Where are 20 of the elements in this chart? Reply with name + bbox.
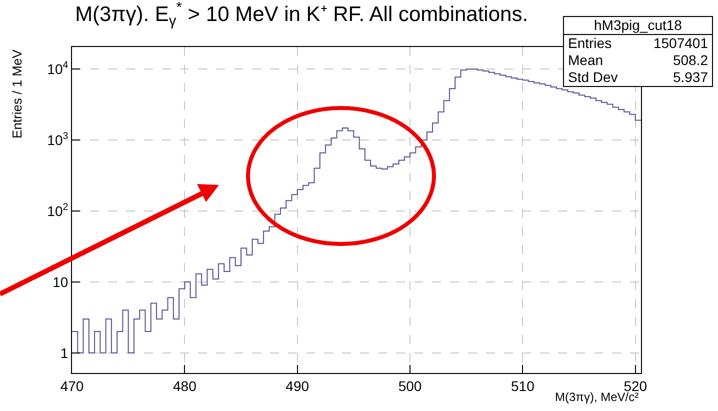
y-tick-label: 10$^{2}$ <box>47 202 68 219</box>
x-tick-label: 500 <box>398 378 422 394</box>
text: 5.937 <box>672 69 708 86</box>
y-tick-label: 10$^{3}$ <box>47 131 69 148</box>
y-tick-label: 1 <box>60 344 68 361</box>
x-tick-label: 510 <box>511 378 535 394</box>
x-tick-label: 480 <box>172 378 197 394</box>
y-tick-label: 10$^{4}$ <box>47 60 69 78</box>
text: 1507401 <box>653 35 708 52</box>
annotation: Std Dev <box>568 69 618 86</box>
annotation: Entries <box>568 35 612 52</box>
x-tick-label: 470 <box>60 378 84 394</box>
chart-title: M(3πγ). E$_{γ}$$^{*}$ > 10 MeV in K⁺ RF. All combinations. <box>75 0 528 30</box>
x-tick-label: 490 <box>286 378 310 394</box>
y-axis-title: Entries / 1 MeV <box>9 49 24 138</box>
x-axis-title: M(3πγ), MeV/c² <box>555 390 639 404</box>
y-tick-label: 10 <box>52 274 68 290</box>
text: hM3pig_cut18 <box>564 17 712 35</box>
annotation: Mean <box>568 52 604 69</box>
text: 508.2 <box>672 52 708 69</box>
